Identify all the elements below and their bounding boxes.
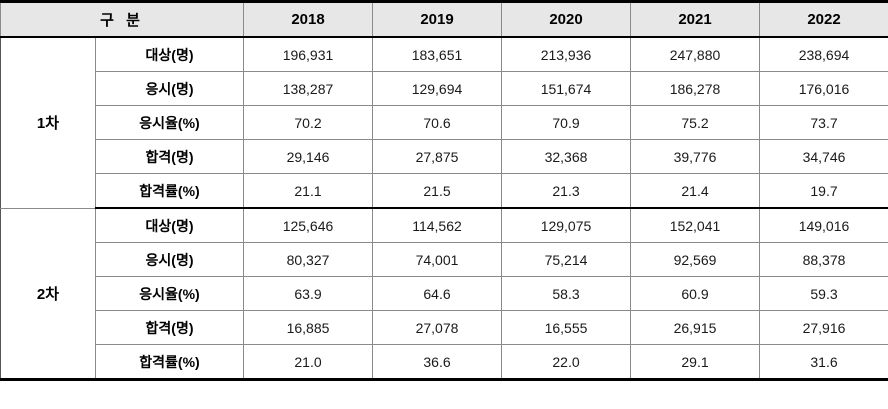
value-cell: 22.0 bbox=[501, 344, 631, 381]
value-cell: 149,016 bbox=[759, 207, 888, 243]
table-row: 응시율(%) 63.9 64.6 58.3 60.9 59.3 bbox=[1, 276, 888, 311]
value-cell: 129,075 bbox=[501, 207, 631, 243]
value-cell: 73.7 bbox=[759, 105, 888, 140]
value-cell: 59.3 bbox=[759, 276, 888, 311]
metric-label-cell: 응시(명) bbox=[95, 242, 244, 277]
value-cell: 88,378 bbox=[759, 242, 888, 277]
metric-label-cell: 합격(명) bbox=[95, 139, 244, 174]
value-cell: 32,368 bbox=[501, 139, 631, 174]
metric-label-cell: 합격(명) bbox=[95, 310, 244, 345]
value-cell: 70.6 bbox=[372, 105, 502, 140]
value-cell: 74,001 bbox=[372, 242, 502, 277]
value-cell: 70.2 bbox=[243, 105, 373, 140]
value-cell: 186,278 bbox=[630, 71, 760, 106]
year-header-cell: 2020 bbox=[501, 1, 631, 38]
table-row: 응시(명) 80,327 74,001 75,214 92,569 88,378 bbox=[1, 242, 888, 277]
table-row: 응시(명) 138,287 129,694 151,674 186,278 17… bbox=[1, 71, 888, 106]
metric-label-cell: 대상(명) bbox=[95, 36, 244, 72]
value-cell: 238,694 bbox=[759, 36, 888, 72]
value-cell: 31.6 bbox=[759, 344, 888, 381]
table-row: 합격률(%) 21.1 21.5 21.3 21.4 19.7 bbox=[1, 173, 888, 209]
table-row: 1차 대상(명) 196,931 183,651 213,936 247,880… bbox=[0, 36, 888, 209]
value-cell: 26,915 bbox=[630, 310, 760, 345]
metric-label-cell: 응시율(%) bbox=[95, 105, 244, 140]
value-cell: 21.4 bbox=[630, 173, 760, 209]
header-row: 구 분 2018 2019 2020 2021 2022 bbox=[0, 1, 888, 38]
value-cell: 138,287 bbox=[243, 71, 373, 106]
value-cell: 21.5 bbox=[372, 173, 502, 209]
value-cell: 92,569 bbox=[630, 242, 760, 277]
value-cell: 196,931 bbox=[243, 36, 373, 72]
year-header-cell: 2019 bbox=[372, 1, 502, 38]
value-cell: 21.3 bbox=[501, 173, 631, 209]
value-cell: 151,674 bbox=[501, 71, 631, 106]
group-label-cell: 2차 bbox=[0, 207, 96, 380]
value-cell: 63.9 bbox=[243, 276, 373, 311]
value-cell: 213,936 bbox=[501, 36, 631, 72]
year-header-cell: 2018 bbox=[243, 1, 373, 38]
table-row: 합격(명) 16,885 27,078 16,555 26,915 27,916 bbox=[1, 310, 888, 345]
value-cell: 129,694 bbox=[372, 71, 502, 106]
value-cell: 27,916 bbox=[759, 310, 888, 345]
value-cell: 21.1 bbox=[243, 173, 373, 209]
value-cell: 36.6 bbox=[372, 344, 502, 381]
table-row: 합격률(%) 21.0 36.6 22.0 29.1 31.6 bbox=[1, 344, 888, 381]
table-row: 2차 대상(명) 125,646 114,562 129,075 152,041… bbox=[0, 207, 888, 380]
value-cell: 80,327 bbox=[243, 242, 373, 277]
value-cell: 114,562 bbox=[372, 207, 502, 243]
value-cell: 29.1 bbox=[630, 344, 760, 381]
value-cell: 34,746 bbox=[759, 139, 888, 174]
value-cell: 16,555 bbox=[501, 310, 631, 345]
year-header-cell: 2022 bbox=[759, 1, 888, 38]
value-cell: 64.6 bbox=[372, 276, 502, 311]
group-label-cell: 1차 bbox=[0, 36, 96, 209]
value-cell: 176,016 bbox=[759, 71, 888, 106]
value-cell: 152,041 bbox=[630, 207, 760, 243]
value-cell: 27,875 bbox=[372, 139, 502, 174]
value-cell: 27,078 bbox=[372, 310, 502, 345]
value-cell: 183,651 bbox=[372, 36, 502, 72]
metric-label-cell: 응시율(%) bbox=[95, 276, 244, 311]
value-cell: 60.9 bbox=[630, 276, 760, 311]
value-cell: 75.2 bbox=[630, 105, 760, 140]
value-cell: 247,880 bbox=[630, 36, 760, 72]
exam-statistics-table: 구 분 2018 2019 2020 2021 2022 1차 대상(명) 19… bbox=[0, 0, 888, 381]
table-row: 합격(명) 29,146 27,875 32,368 39,776 34,746 bbox=[1, 139, 888, 174]
table-row: 응시율(%) 70.2 70.6 70.9 75.2 73.7 bbox=[1, 105, 888, 140]
metric-label-cell: 대상(명) bbox=[95, 207, 244, 243]
year-header-cell: 2021 bbox=[630, 1, 760, 38]
value-cell: 16,885 bbox=[243, 310, 373, 345]
value-cell: 39,776 bbox=[630, 139, 760, 174]
value-cell: 125,646 bbox=[243, 207, 373, 243]
metric-label-cell: 응시(명) bbox=[95, 71, 244, 106]
value-cell: 70.9 bbox=[501, 105, 631, 140]
value-cell: 19.7 bbox=[759, 173, 888, 209]
value-cell: 21.0 bbox=[243, 344, 373, 381]
metric-label-cell: 합격률(%) bbox=[95, 173, 244, 209]
corner-header-cell: 구 분 bbox=[0, 1, 244, 38]
metric-label-cell: 합격률(%) bbox=[95, 344, 244, 381]
value-cell: 58.3 bbox=[501, 276, 631, 311]
value-cell: 29,146 bbox=[243, 139, 373, 174]
value-cell: 75,214 bbox=[501, 242, 631, 277]
